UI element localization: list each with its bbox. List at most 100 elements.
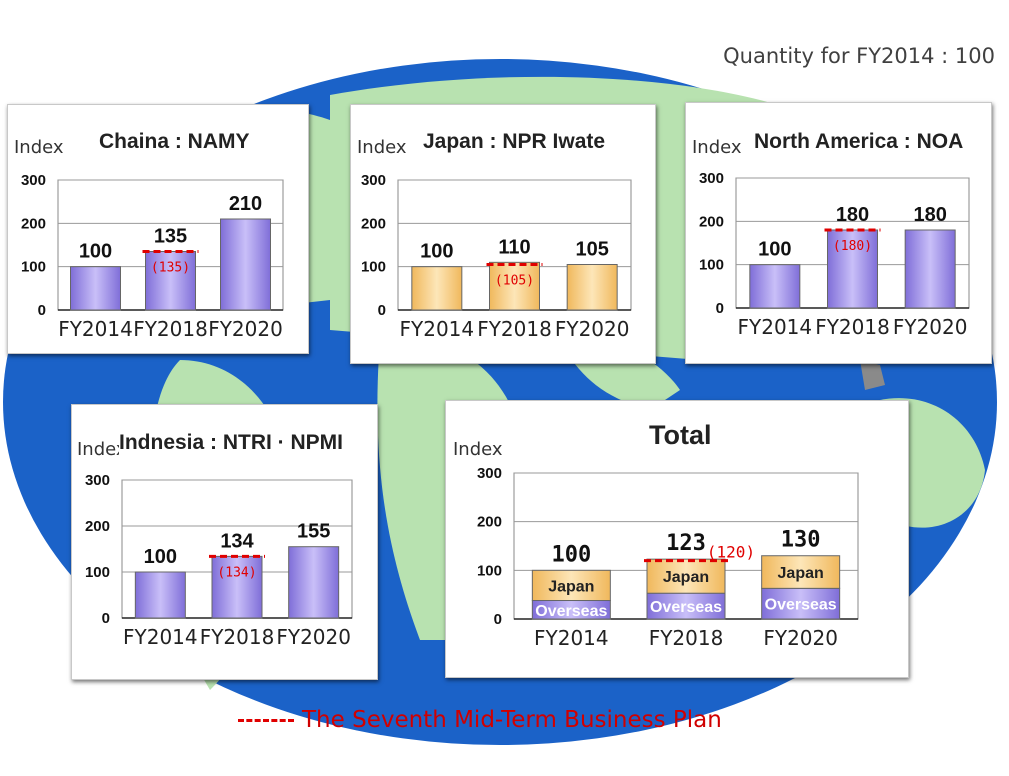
bar [827, 229, 878, 309]
segment-label: Overseas [535, 603, 607, 620]
chart-title: Total [649, 420, 712, 450]
bar [904, 229, 956, 309]
bar [211, 555, 263, 619]
chart-plot: 0 100 200 300 100 FY2014 135 FY2018 (135) 210 FY20… [21, 172, 284, 341]
y-tick-label: 100 [477, 562, 502, 579]
x-tick-label: FY2018 [649, 626, 724, 650]
y-tick-label: 200 [699, 213, 724, 230]
japan-chart-panel: Index Japan : NPR Iwate 0 100 200 300 100 FY2… [350, 104, 656, 364]
bar-segment-japan [531, 569, 611, 602]
segment-label: Japan [663, 569, 709, 586]
data-label: 100 [758, 239, 791, 261]
bar-segment-japan [761, 555, 841, 589]
china-chart-panel: Index Chaina : NAMY 0 100 200 300 100 FY2014 1… [7, 104, 309, 354]
x-tick-label: FY2018 [815, 315, 890, 339]
bar [70, 266, 121, 311]
y-tick-label: 100 [85, 564, 110, 581]
data-label: 180 [913, 204, 946, 226]
y-tick-label: 200 [361, 215, 386, 232]
bar [145, 251, 196, 311]
y-tick-label: 300 [85, 472, 110, 489]
land-small-island [860, 360, 885, 390]
y-tick-label: 100 [699, 257, 724, 274]
y-axis-label: Index [357, 137, 407, 158]
segment-label: Japan [548, 578, 594, 595]
segment-label: Overseas [765, 597, 837, 614]
chart-title: North America : NOA [754, 130, 964, 153]
data-label: 100 [551, 542, 591, 567]
plan-value-label: (180) [833, 239, 872, 254]
data-label: 134 [220, 530, 254, 552]
x-tick-label: FY2018 [133, 317, 208, 341]
x-tick-label: FY2014 [400, 317, 475, 341]
x-tick-label: FY2020 [555, 317, 630, 341]
x-tick-label: FY2014 [58, 317, 133, 341]
bar [134, 571, 186, 619]
y-tick-label: 0 [716, 300, 724, 317]
plan-legend-dash [238, 718, 294, 722]
plan-value-label: (120) [707, 543, 755, 562]
y-tick-label: 200 [477, 514, 502, 531]
x-tick-label: FY2020 [893, 315, 968, 339]
x-tick-label: FY2014 [123, 625, 198, 649]
chart-plot: 0 100 200 300 100 FY2014 180 FY2018 (180) 180 FY20… [699, 170, 970, 339]
y-tick-label: 200 [85, 518, 110, 535]
bar [288, 546, 340, 619]
data-label: 123 [666, 531, 706, 556]
x-tick-label: FY2020 [276, 625, 351, 649]
data-label: 135 [154, 226, 187, 248]
chart-plot: 0 100 200 300 100 FY2014 110 FY2018 (105) 105 FY20… [361, 172, 632, 341]
indonesia-chart-panel: Index Indnesia : NTRI · NPMI 0 100 200 300 1… [71, 404, 378, 680]
chart-title: Japan : NPR Iwate [423, 130, 606, 153]
bar [489, 261, 540, 311]
y-tick-label: 0 [38, 302, 46, 319]
chart-title: Indnesia : NTRI · NPMI [119, 431, 344, 455]
bar-segment-overseas [646, 592, 726, 620]
segment-label: Japan [778, 565, 824, 582]
x-tick-label: FY2020 [763, 626, 838, 650]
y-tick-label: 300 [477, 465, 502, 482]
data-label: 180 [836, 204, 869, 226]
data-label: 110 [498, 236, 530, 258]
y-tick-label: 300 [21, 172, 46, 189]
bar-segment-overseas [761, 587, 841, 620]
plan-value-label: (105) [495, 274, 534, 289]
bar [220, 218, 271, 311]
chart-plot: 0 100 200 300 100 FY2014 134 FY2018 (134) 155 FY20… [85, 472, 353, 649]
bar-segment-japan [646, 558, 726, 594]
total-chart-panel: Index Total 0 100 200 300 Overseas Japan 100 FY… [445, 400, 909, 678]
x-tick-label: FY2018 [200, 625, 275, 649]
bar [566, 264, 618, 311]
data-label: 155 [297, 521, 330, 543]
x-tick-label: FY2020 [208, 317, 283, 341]
north-america-chart-panel: Index North America : NOA 0 100 200 300 100 F… [685, 102, 992, 364]
y-axis-label: Index [14, 137, 64, 158]
data-label: 100 [144, 546, 177, 568]
x-tick-label: FY2014 [534, 626, 609, 650]
y-tick-label: 100 [361, 259, 386, 276]
plan-value-label: (135) [151, 261, 190, 276]
data-label: 130 [781, 528, 821, 553]
bar [749, 264, 801, 309]
y-tick-label: 300 [699, 170, 724, 187]
plan-value-label: (134) [217, 565, 256, 580]
data-label: 100 [79, 241, 112, 263]
data-label: 210 [229, 193, 262, 215]
y-tick-label: 300 [361, 172, 386, 189]
bar [411, 266, 463, 311]
plan-legend-label: The Seventh Mid-Term Business Plan [302, 707, 722, 733]
y-axis-label: Index [453, 439, 503, 460]
y-axis-label: Index [692, 137, 742, 158]
quantity-note: Quantity for FY2014 : 100 [723, 44, 995, 68]
y-tick-label: 0 [102, 610, 110, 627]
y-axis-label: Index [77, 439, 127, 460]
data-label: 105 [575, 239, 608, 261]
y-tick-label: 0 [378, 302, 386, 319]
chart-title: Chaina : NAMY [99, 130, 250, 153]
x-tick-label: FY2014 [738, 315, 813, 339]
y-tick-label: 0 [494, 611, 502, 628]
y-tick-label: 200 [21, 215, 46, 232]
x-tick-label: FY2018 [477, 317, 552, 341]
chart-plot: 0 100 200 300 Overseas Japan 100 FY2014 Overseas… [477, 465, 859, 650]
data-label: 100 [420, 241, 453, 263]
